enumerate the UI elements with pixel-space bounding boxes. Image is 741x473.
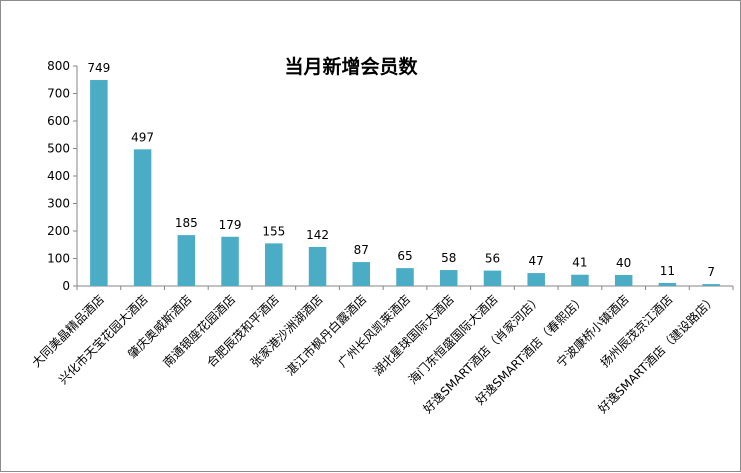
bar xyxy=(614,275,633,286)
bar xyxy=(221,236,239,286)
y-tick-label: 200 xyxy=(47,224,70,238)
data-label: 7 xyxy=(707,265,715,279)
x-tick-label: 湖北星球国际大酒店 xyxy=(370,292,457,379)
bar xyxy=(396,268,414,286)
data-label: 40 xyxy=(616,256,631,270)
y-axis: 0 100 200 300 400 500 600 700 800 xyxy=(47,59,78,293)
bar xyxy=(265,243,283,286)
bar xyxy=(658,282,677,286)
bar xyxy=(702,284,720,286)
y-tick-label: 700 xyxy=(47,87,70,101)
data-label: 65 xyxy=(397,249,412,263)
data-label: 497 xyxy=(131,130,154,144)
chart-title: 当月新增会员数 xyxy=(284,55,418,78)
bar xyxy=(483,270,502,286)
y-tick-label: 800 xyxy=(47,59,70,73)
data-label: 87 xyxy=(354,243,369,257)
bar xyxy=(439,270,458,286)
y-tick-label: 600 xyxy=(47,114,70,128)
data-label: 47 xyxy=(529,254,544,268)
x-axis xyxy=(76,285,734,290)
x-tick-label: 湛江市枫丹白露酒店 xyxy=(282,292,369,379)
bar-series xyxy=(90,80,720,287)
x-tick-labels: 大同美晶精品酒店兴化市天宝花园大酒店肇庆奥威斯酒店南通银座花园酒店合肥辰茂和平酒… xyxy=(29,292,719,416)
x-tick-label: 扬州辰茂京江酒店 xyxy=(597,292,675,370)
data-label: 142 xyxy=(306,228,329,242)
data-labels: 749 497 185 179 155 142 87 65 58 56 47 41 40 11 7 xyxy=(87,61,715,279)
y-tick-label: 300 xyxy=(47,197,70,211)
y-tick-label: 0 xyxy=(62,279,70,293)
y-tick-label: 500 xyxy=(47,142,70,156)
data-label: 11 xyxy=(660,264,675,278)
x-tick-label: 张家港沙洲湖酒店 xyxy=(247,292,325,370)
data-label: 58 xyxy=(441,251,456,265)
bar xyxy=(308,246,327,286)
bar xyxy=(133,149,152,286)
data-label: 185 xyxy=(175,216,198,230)
bar xyxy=(571,274,589,286)
x-tick-label: 大同美晶精品酒店 xyxy=(29,292,107,370)
bar xyxy=(527,273,545,286)
bar xyxy=(90,80,108,287)
data-label: 749 xyxy=(87,61,110,75)
data-label: 41 xyxy=(572,256,587,270)
x-tick-label: 合肥辰茂和平酒店 xyxy=(203,292,281,370)
data-label: 179 xyxy=(219,218,242,232)
x-tick-label: 宁波康桥小镇酒店 xyxy=(553,292,631,370)
data-label: 56 xyxy=(485,252,500,266)
y-tick-label: 100 xyxy=(47,252,70,266)
data-label: 155 xyxy=(262,224,285,238)
x-tick-label: 南通银座花园酒店 xyxy=(160,292,238,370)
y-tick-label: 400 xyxy=(47,169,70,183)
bar xyxy=(352,262,371,286)
bar xyxy=(177,235,196,286)
